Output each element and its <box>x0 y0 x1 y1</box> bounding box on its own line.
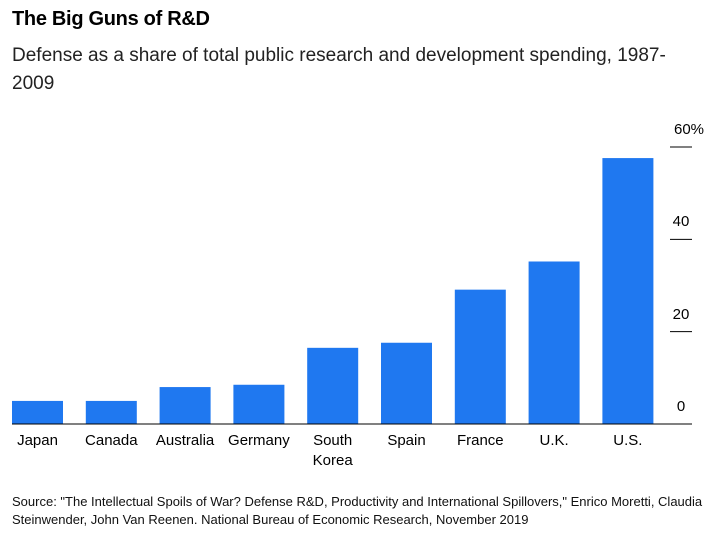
chart-title: The Big Guns of R&D <box>12 8 210 30</box>
bar <box>233 384 285 424</box>
x-tick-label: Japan <box>17 432 58 449</box>
bar <box>528 261 580 424</box>
x-tick-label: France <box>456 432 504 449</box>
bar <box>381 342 432 424</box>
x-tick-label: U.S. <box>613 432 643 449</box>
bar <box>307 347 359 424</box>
chart-subtitle: Defense as a share of total public resea… <box>12 45 666 94</box>
y-tick-label: 0 <box>676 398 686 415</box>
bar <box>159 387 211 424</box>
bar <box>85 400 137 424</box>
source-note: Source: "The Intellectual Spoils of War?… <box>12 494 703 527</box>
y-tick-label: 20 <box>672 305 690 323</box>
x-tick-label: Australia <box>155 432 215 449</box>
x-tick-label: South Korea <box>312 432 353 469</box>
x-tick-label: U.K. <box>539 432 569 449</box>
x-tick-label: Spain <box>387 432 426 449</box>
bar <box>602 158 654 424</box>
bar <box>12 400 63 424</box>
x-tick-label: Canada <box>85 432 138 449</box>
y-tick-label: 60% <box>673 121 705 138</box>
bar <box>454 289 506 424</box>
y-tick-label: 40 <box>672 213 690 231</box>
x-tick-label: Germany <box>228 432 290 449</box>
